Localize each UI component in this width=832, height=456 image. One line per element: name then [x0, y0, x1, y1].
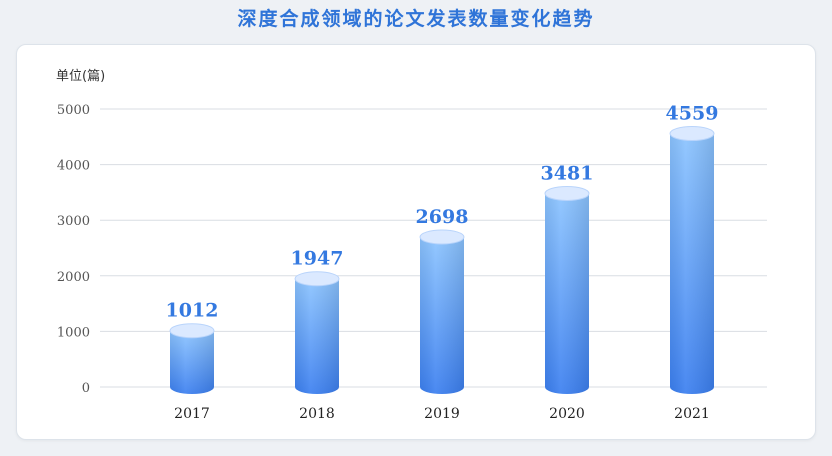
x-tick-label: 2021: [674, 406, 710, 422]
bar-shading: [170, 330, 214, 394]
y-tick-label: 0: [82, 381, 90, 396]
y-tick-label: 5000: [57, 103, 90, 118]
y-axis-unit-label: 单位(篇): [56, 69, 105, 84]
data-label: 3481: [541, 162, 594, 184]
bar-cap: [669, 126, 715, 142]
y-tick-label: 1000: [57, 325, 90, 340]
bar-cap: [419, 229, 465, 245]
bar-shading: [670, 133, 714, 395]
x-tick-label: 2018: [299, 406, 335, 422]
y-tick-label: 4000: [57, 159, 90, 174]
bar-shading: [420, 236, 464, 394]
bar-cap: [169, 323, 215, 339]
bar-2019: [419, 229, 465, 394]
bar-cap: [544, 185, 590, 201]
bar-2021: [669, 126, 715, 395]
y-tick-label: 2000: [57, 270, 90, 285]
data-label: 4559: [666, 103, 719, 125]
data-label: 1947: [291, 248, 344, 270]
bar-2020: [544, 185, 590, 394]
bar-shading: [295, 278, 339, 394]
bar-cap: [294, 271, 340, 287]
bar-2017: [169, 323, 215, 394]
data-label: 1012: [166, 300, 219, 322]
y-tick-label: 3000: [57, 214, 90, 229]
bar-2018: [294, 271, 340, 394]
x-tick-label: 2017: [174, 406, 210, 422]
x-tick-label: 2020: [549, 406, 585, 422]
x-tick-label: 2019: [424, 406, 460, 422]
data-label: 2698: [416, 206, 469, 228]
chart-title: 深度合成领域的论文发表数量变化趋势: [237, 8, 595, 30]
bar-shading: [545, 193, 589, 394]
